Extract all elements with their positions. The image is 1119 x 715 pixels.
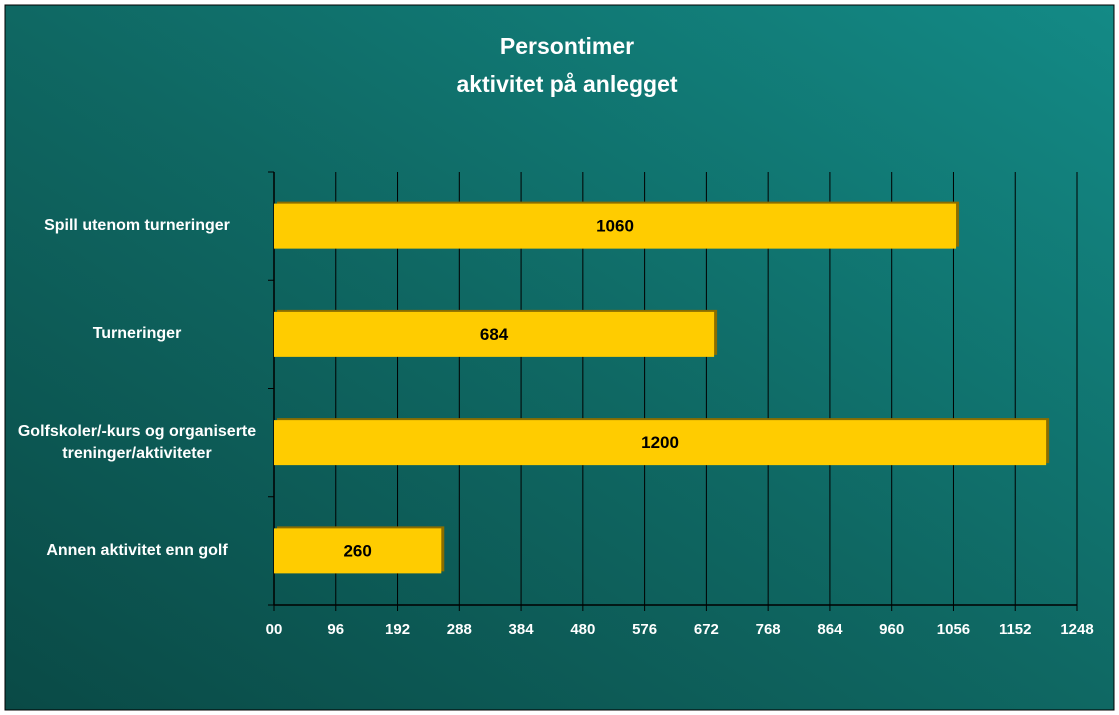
value-label: 684 (480, 325, 509, 344)
bar (274, 528, 442, 574)
x-tick-label: 384 (509, 621, 535, 638)
chart-subtitle: aktivitet på anlegget (456, 71, 677, 97)
value-label: 260 (343, 541, 371, 560)
x-tick-label: 960 (879, 621, 904, 638)
x-tick-label: 288 (447, 621, 472, 638)
x-tick-label: 1056 (937, 621, 970, 638)
bar (274, 311, 715, 357)
x-tick-label: 768 (756, 621, 781, 638)
value-label: 1200 (641, 433, 679, 452)
x-tick-label: 00 (266, 621, 283, 638)
y-tick-label: Turneringer (92, 325, 182, 343)
x-tick-label: 1152 (999, 621, 1032, 638)
value-label: 1060 (596, 217, 634, 236)
x-tick-label: 480 (570, 621, 595, 638)
bar (274, 203, 957, 249)
chart-title: Persontimer (500, 33, 634, 59)
x-tick-label: 96 (327, 621, 344, 638)
y-tick-label: Annen aktivitet enn golf (46, 541, 228, 559)
x-tick-label: 864 (817, 621, 843, 638)
y-tick-label: Golfskoler/-kurs og organiserte treninge… (17, 422, 257, 462)
x-tick-label: 672 (694, 621, 719, 638)
x-tick-label: 1248 (1060, 621, 1093, 638)
x-tick-label: 192 (385, 621, 410, 638)
background (4, 4, 1115, 711)
x-tick-label: 576 (632, 621, 657, 638)
y-tick-label: Spill utenom turneringer (44, 217, 230, 235)
bar (274, 420, 1047, 466)
